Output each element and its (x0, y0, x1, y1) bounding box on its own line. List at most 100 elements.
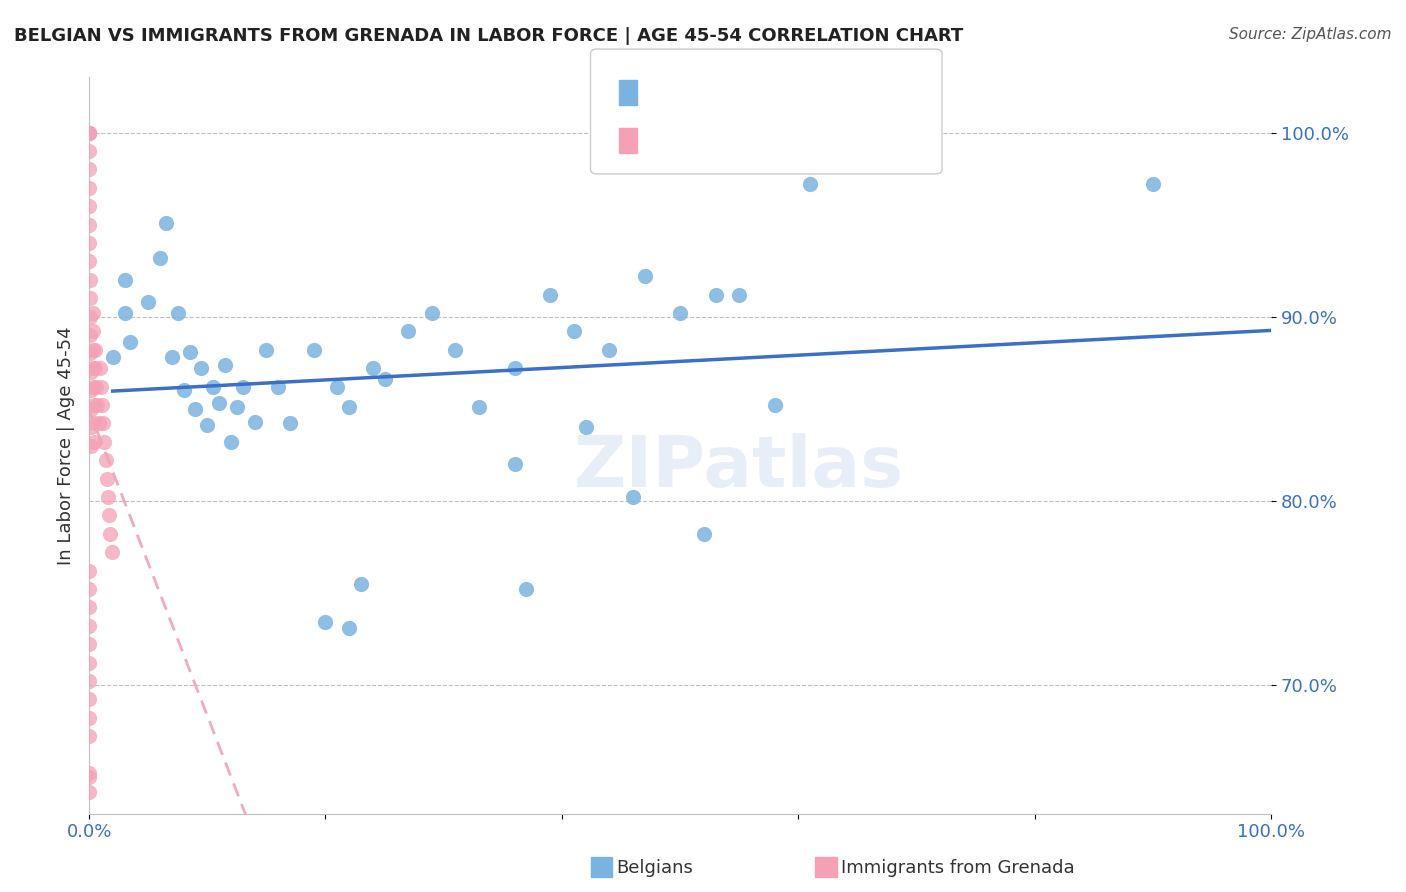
Point (83, 417, 105, 431)
Point (396, 325, 419, 339)
Point (562, 325, 585, 339)
Point (77, 711, 100, 725)
Point (82, 361, 104, 376)
Point (208, 396, 231, 410)
Point (420, 306, 443, 320)
Point (267, 379, 290, 393)
Point (1142, 177, 1164, 191)
Point (77, 218, 100, 232)
Point (214, 358, 236, 372)
Point (173, 384, 195, 398)
Point (621, 490, 644, 504)
Point (195, 418, 218, 433)
Point (77, 770, 100, 784)
Text: R = 0.520   N = 52: R = 0.520 N = 52 (640, 80, 824, 98)
Point (120, 335, 142, 350)
Text: Immigrants from Grenada: Immigrants from Grenada (841, 859, 1074, 877)
Point (80, 420, 103, 434)
Point (79, 310, 101, 324)
Point (149, 251, 172, 265)
Point (79, 291, 101, 305)
Point (77, 126, 100, 140)
Point (77, 692, 100, 706)
Point (97, 490, 120, 504)
Point (693, 526, 716, 541)
Point (100, 545, 122, 559)
Point (114, 306, 136, 320)
Point (77, 199, 100, 213)
Point (350, 576, 373, 591)
Point (77, 582, 100, 596)
Point (83, 434, 105, 449)
Point (91, 417, 114, 431)
Point (84, 361, 107, 376)
Point (82, 306, 104, 320)
Point (136, 295, 159, 310)
Point (574, 420, 596, 434)
Point (82, 379, 104, 393)
Point (93, 434, 115, 449)
Point (503, 361, 526, 376)
Point (763, 398, 786, 412)
Point (160, 350, 183, 364)
Point (598, 343, 620, 357)
Point (179, 344, 201, 359)
Point (80, 438, 103, 452)
Point (98, 526, 121, 541)
Point (155, 216, 177, 230)
Text: BELGIAN VS IMMIGRANTS FROM GRENADA IN LABOR FORCE | AGE 45-54 CORRELATION CHART: BELGIAN VS IMMIGRANTS FROM GRENADA IN LA… (14, 27, 963, 45)
Point (91, 398, 114, 412)
Point (77, 656, 100, 670)
Point (96, 472, 118, 486)
Point (77, 181, 100, 195)
Point (704, 287, 727, 301)
Point (79, 273, 101, 287)
Point (77, 126, 100, 140)
Point (503, 457, 526, 471)
Point (80, 365, 103, 379)
Point (166, 306, 188, 320)
Point (79, 328, 101, 343)
Point (77, 126, 100, 140)
Point (538, 287, 561, 301)
Point (515, 582, 537, 596)
Point (94, 453, 117, 467)
Point (337, 400, 360, 414)
Point (219, 434, 242, 449)
Point (82, 325, 104, 339)
Point (98, 508, 121, 523)
Point (728, 287, 751, 301)
Point (232, 379, 254, 393)
Point (326, 379, 349, 393)
Point (82, 343, 104, 357)
Point (84, 379, 107, 393)
Point (77, 600, 100, 615)
Point (361, 361, 384, 376)
Point (202, 379, 225, 393)
Point (77, 674, 100, 689)
Point (190, 361, 212, 376)
Text: Belgians: Belgians (616, 859, 693, 877)
Point (87, 417, 110, 431)
Point (243, 415, 266, 429)
Point (77, 784, 100, 798)
Point (77, 144, 100, 158)
Point (114, 273, 136, 287)
Point (77, 766, 100, 780)
Point (84, 343, 107, 357)
Point (314, 615, 336, 630)
Point (89, 361, 111, 376)
Point (86, 398, 108, 412)
Point (278, 417, 301, 431)
Text: ZIPatlas: ZIPatlas (574, 434, 904, 502)
Point (77, 637, 100, 651)
Point (77, 564, 100, 578)
Point (669, 306, 692, 320)
Point (633, 269, 655, 284)
Point (77, 236, 100, 251)
Point (90, 379, 112, 393)
Point (77, 729, 100, 743)
Point (101, 350, 124, 364)
Point (77, 126, 100, 140)
Point (302, 343, 325, 357)
